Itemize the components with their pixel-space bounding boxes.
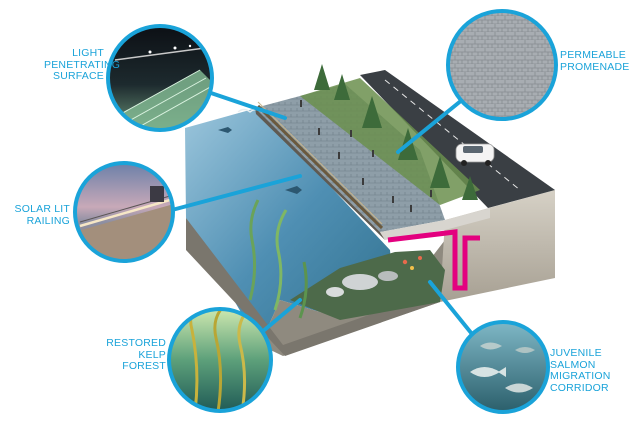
fish-silhouette [218, 127, 232, 133]
kelp-strand [273, 209, 288, 311]
pedestrians [300, 100, 432, 212]
deck-slab [380, 208, 490, 240]
callout-light-penetrating-surface: LIGHT PENETRATING SURFACE [44, 47, 121, 82]
seawall-structure [387, 229, 480, 291]
kelp-strand [248, 199, 260, 301]
seawall-block [185, 64, 555, 356]
kelp-strand [298, 261, 308, 319]
leader-lines [170, 90, 474, 336]
callout-permeable-promenade: PERMEABLE PROMENADE [560, 49, 630, 73]
leader-kelp-forest [260, 298, 302, 334]
inset-solar-lit-railing [73, 161, 175, 263]
rock [326, 287, 344, 297]
car [455, 143, 495, 166]
callout-solar-lit-railing: SOLAR LIT RAILING [14, 203, 70, 227]
callout-juvenile-salmon-migration-corridor: JUVENILE SALMON MIGRATION CORRIDOR [550, 347, 611, 394]
promenade-deck [255, 84, 445, 232]
seabed-bottom [186, 218, 440, 356]
deck-edge [255, 108, 385, 240]
leader-permeable-promenade [396, 98, 464, 154]
solar-railing-post [257, 101, 383, 225]
inset-permeable-promenade [446, 9, 558, 121]
solar-railing [256, 104, 384, 230]
flower [418, 256, 422, 260]
flower [410, 266, 414, 270]
lane-marking [384, 79, 521, 191]
rock [342, 274, 378, 290]
inset-juvenile-salmon-corridor [456, 320, 550, 414]
leader-salmon-corridor [428, 280, 474, 336]
rock [378, 271, 398, 281]
flower [402, 259, 408, 265]
fish-silhouette [285, 186, 302, 194]
callout-restored-kelp-forest: RESTORED KELP FOREST [106, 337, 166, 372]
inset-light-penetrating-surface [106, 24, 214, 132]
trees [314, 64, 478, 200]
leader-light-surface [206, 90, 287, 120]
leader-solar-railing [170, 174, 302, 212]
